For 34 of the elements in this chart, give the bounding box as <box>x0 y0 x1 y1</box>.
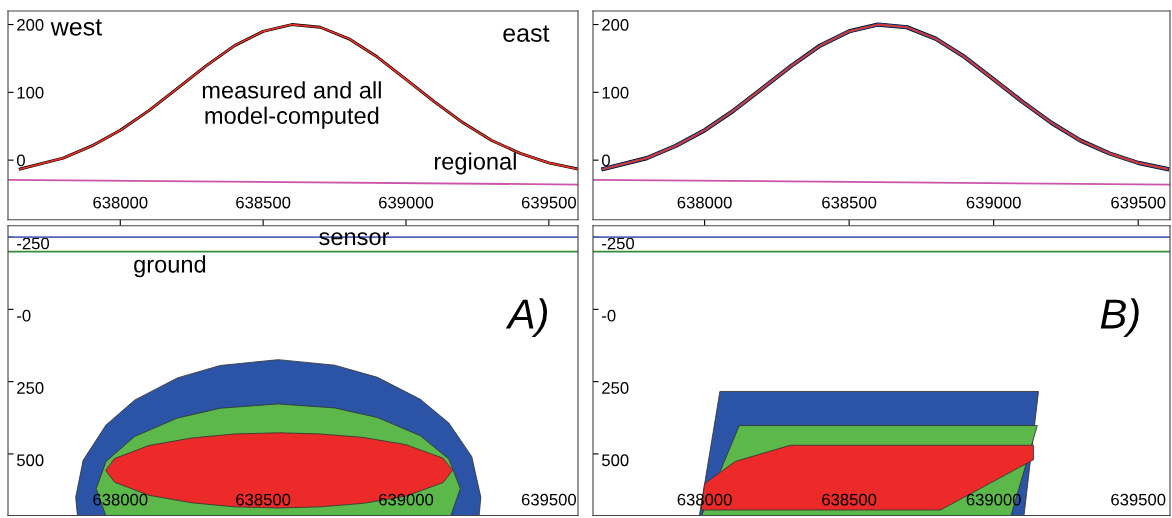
annotation: B) <box>1100 298 1139 338</box>
y-tick-label: -250 <box>17 237 50 250</box>
y-tick-label: 250 <box>602 382 629 394</box>
x-tick-label: 638500 <box>236 493 291 506</box>
x-tick-label: 639500 <box>1111 196 1166 209</box>
x-tick-label: 639000 <box>379 493 434 506</box>
annotation: east <box>503 25 550 42</box>
y-tick-label: -0 <box>602 309 616 322</box>
annotation: measured and all model-computed <box>202 81 381 129</box>
annotation: regional <box>434 152 516 175</box>
y-tick-label: -250 <box>602 237 635 250</box>
x-tick-label: 638500 <box>822 493 877 506</box>
x-tick-label: 639500 <box>1111 493 1166 506</box>
y-tick-label: 100 <box>17 86 44 99</box>
y-tick-label: 200 <box>602 18 629 31</box>
y-tick-label: 100 <box>602 86 629 99</box>
x-tick-label: 638500 <box>822 196 877 209</box>
y-tick-label: 500 <box>602 454 629 467</box>
y-tick-label: 200 <box>17 18 44 31</box>
y-tick-label: 250 <box>17 382 44 394</box>
y-tick-label: 0 <box>16 154 25 167</box>
y-tick-label: -0 <box>17 309 31 322</box>
y-tick-label: 0 <box>601 154 610 167</box>
x-tick-label: 638500 <box>236 196 291 209</box>
x-tick-label: 639500 <box>521 196 577 209</box>
x-tick-label: 638000 <box>93 196 148 209</box>
y-tick-label: 500 <box>17 454 44 467</box>
x-tick-label: 639000 <box>966 196 1021 209</box>
annotation: ground <box>134 255 206 278</box>
x-tick-label: 638000 <box>677 196 732 209</box>
x-tick-label: 639000 <box>379 196 434 209</box>
x-tick-label: 639500 <box>521 493 577 506</box>
annotation: west <box>50 19 102 36</box>
annotation: A) <box>505 298 548 338</box>
